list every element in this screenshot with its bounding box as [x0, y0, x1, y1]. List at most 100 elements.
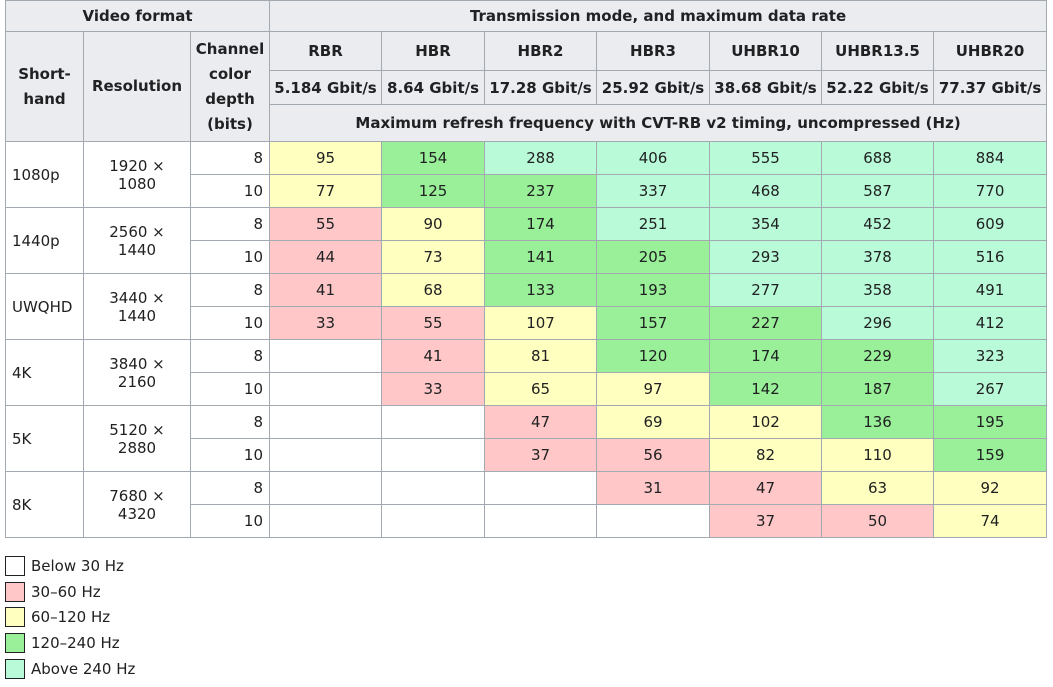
resolution: 3440 × 1440 [83, 273, 191, 340]
refresh-cell: 323 [933, 339, 1048, 373]
refresh-cell: 68 [381, 273, 486, 307]
refresh-cell: 267 [933, 372, 1048, 406]
mode-header: UHBR10 [709, 31, 823, 71]
rate-header: 38.68 Gbit/s [709, 70, 823, 105]
legend-label: 120–240 Hz [31, 634, 120, 653]
legend-swatch [5, 555, 25, 576]
legend-label: 60–120 Hz [31, 608, 111, 627]
refresh-cell: 90 [381, 207, 486, 241]
refresh-cell: 412 [933, 306, 1048, 340]
depth: 8 [189, 273, 271, 307]
refresh-cell: 37 [484, 438, 598, 472]
refresh-cell: 55 [381, 306, 486, 340]
refresh-cell: 33 [269, 306, 383, 340]
refresh-table: Video format Transmission mode, and maxim… [4, 0, 1048, 538]
data-row: 10 37 56 82 110 159 [6, 438, 1048, 472]
header-row: 5.184 Gbit/s 8.64 Gbit/s 17.28 Gbit/s 25.92… [6, 70, 1048, 105]
depth: 8 [189, 141, 271, 175]
refresh-cell: 770 [933, 174, 1048, 208]
header-row: Video format Transmission mode, and maxim… [4, 0, 1048, 32]
refresh-cell: 63 [821, 471, 935, 505]
refresh-cell [381, 504, 486, 538]
refresh-cell: 688 [821, 141, 935, 175]
refresh-cell: 31 [596, 471, 711, 505]
refresh-cell: 47 [709, 471, 823, 505]
refresh-cell: 107 [484, 306, 598, 340]
refresh-cell: 193 [596, 273, 711, 307]
shorthand: UWQHD [5, 273, 84, 340]
resolution: 3840 × 2160 [83, 339, 191, 406]
refresh-cell: 47 [484, 405, 598, 439]
depth: 10 [189, 504, 271, 538]
refresh-cell: 555 [709, 141, 823, 175]
refresh-cell: 491 [933, 273, 1048, 307]
refresh-cell: 277 [709, 273, 823, 307]
refresh-cell: 884 [933, 141, 1048, 175]
resolution: 2560 × 1440 [83, 207, 191, 274]
refresh-cell: 50 [821, 504, 935, 538]
refresh-cell: 120 [596, 339, 711, 373]
refresh-cell [381, 405, 486, 439]
mode-header: HBR [381, 31, 486, 71]
data-row: 10 77 125 237 337 468 587 770 [6, 174, 1048, 208]
refresh-cell: 73 [381, 240, 486, 274]
refresh-cell: 288 [484, 141, 598, 175]
shorthand: 8K [5, 471, 84, 538]
data-row: 5K 5120 × 2880 8 47 69 102 136 195 [5, 405, 1048, 472]
refresh-cell: 81 [484, 339, 598, 373]
refresh-cell: 41 [269, 273, 383, 307]
refresh-cell: 354 [709, 207, 823, 241]
depth: 10 [189, 372, 271, 406]
depth: 10 [189, 240, 271, 274]
refresh-cell [269, 471, 383, 505]
refresh-cell: 296 [821, 306, 935, 340]
refresh-cell: 195 [933, 405, 1048, 439]
refresh-cell: 44 [269, 240, 383, 274]
header-row: Short-hand Resolution Channel color depth … [5, 31, 1048, 142]
depth: 10 [189, 174, 271, 208]
refresh-cell: 95 [269, 141, 383, 175]
refresh-cell: 102 [709, 405, 823, 439]
table-body: Video format Transmission mode, and maxim… [4, 0, 1048, 538]
group-header: Video format [4, 0, 271, 32]
caption-header: Maximum refresh frequency with CVT-RB v2… [269, 104, 1048, 142]
data-row: 10 37 50 74 [6, 504, 1048, 538]
legend-item: Below 30 Hz [5, 553, 135, 579]
legend-label: Below 30 Hz [31, 556, 124, 575]
refresh-cell [269, 339, 383, 373]
resolution: 5120 × 2880 [83, 405, 191, 472]
refresh-cell: 237 [484, 174, 598, 208]
refresh-cell [381, 438, 486, 472]
refresh-cell: 227 [709, 306, 823, 340]
refresh-cell: 133 [484, 273, 598, 307]
resolution: 7680 × 4320 [83, 471, 191, 538]
refresh-cell: 82 [709, 438, 823, 472]
data-row: 8K 7680 × 4320 8 31 47 63 92 [5, 471, 1048, 538]
refresh-cell [381, 471, 486, 505]
refresh-cell: 69 [596, 405, 711, 439]
refresh-cell: 159 [933, 438, 1048, 472]
legend-label: Above 240 Hz [31, 660, 136, 679]
refresh-cell: 41 [381, 339, 486, 373]
legend-swatch [5, 659, 25, 680]
legend-item: Above 240 Hz [5, 656, 135, 682]
depth: 8 [189, 471, 271, 505]
data-row: UWQHD 3440 × 1440 8 41 68 133 193 277 358 491 [5, 273, 1048, 340]
refresh-cell: 136 [821, 405, 935, 439]
group-header: Transmission mode, and maximum data rate [269, 0, 1048, 32]
refresh-cell: 56 [596, 438, 711, 472]
resolution: 1920 × 1080 [83, 141, 191, 208]
refresh-cell: 378 [821, 240, 935, 274]
shorthand: 1440p [5, 207, 84, 274]
header-row: Maximum refresh frequency with CVT-RB v2… [6, 104, 1048, 142]
refresh-cell [596, 504, 711, 538]
rate-header: 17.28 Gbit/s [484, 70, 598, 105]
refresh-cell: 358 [821, 273, 935, 307]
depth: 10 [189, 438, 271, 472]
legend-swatch [5, 633, 25, 654]
rate-header: 5.184 Gbit/s [269, 70, 383, 105]
depth: 8 [189, 207, 271, 241]
depth: 10 [189, 306, 271, 340]
shorthand: 4K [5, 339, 84, 406]
data-row: 1440p 2560 × 1440 8 55 90 174 251 354 452 609 [5, 207, 1048, 274]
